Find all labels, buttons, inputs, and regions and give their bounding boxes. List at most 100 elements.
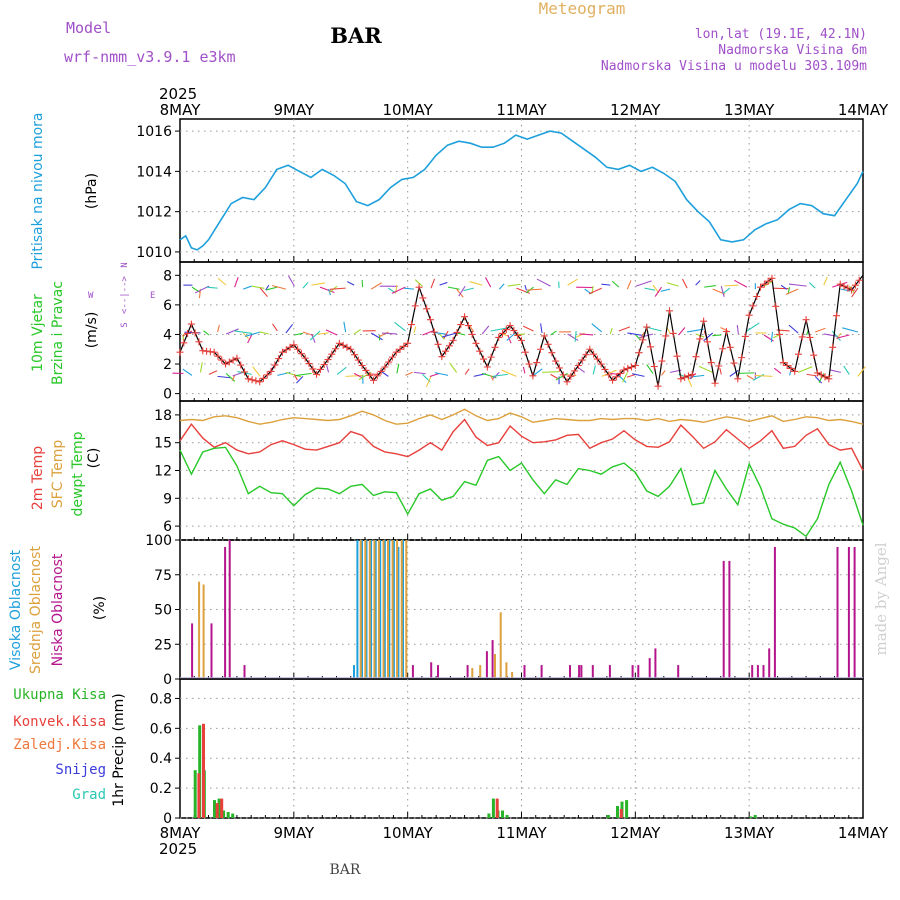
bar-total_precip xyxy=(213,800,216,818)
wind-speed-marker xyxy=(180,339,188,347)
wind-arrow xyxy=(345,374,364,377)
wind-speed-marker xyxy=(688,370,696,378)
cloud-title-mid: Srednja Oblacnost xyxy=(28,546,44,674)
wind-speed-marker xyxy=(696,335,704,343)
bar-low_cloud xyxy=(523,665,526,679)
wind-speed-marker xyxy=(305,360,313,368)
wind-speed-marker xyxy=(472,339,480,347)
wind-speed-marker xyxy=(757,283,765,291)
elevation: Nadmorska Visina 6m xyxy=(718,43,867,58)
wind-speed-marker xyxy=(817,371,825,379)
y-tick-label: 6 xyxy=(163,298,172,314)
wind-speed-marker xyxy=(237,361,245,369)
bar-high_cloud xyxy=(402,540,404,679)
wind-speed-marker xyxy=(703,338,711,346)
wind-speed-marker xyxy=(787,364,795,372)
wind-speed-marker xyxy=(669,329,677,337)
bar-low_cloud xyxy=(540,665,543,679)
wind-arrow xyxy=(780,284,788,290)
wind-arrow xyxy=(310,333,316,343)
wind-direction-arrows xyxy=(172,275,866,388)
wind-arrow xyxy=(678,327,686,336)
sfc-temp-line xyxy=(179,408,864,425)
wind-arrow xyxy=(396,363,400,374)
wind-arrow xyxy=(493,373,508,377)
bar-high_cloud xyxy=(365,540,368,679)
wind-speed-marker xyxy=(187,320,195,328)
wind-title-line2: Brzina i Pravac xyxy=(50,281,66,385)
wind-arrow xyxy=(265,284,270,291)
wind-arrow xyxy=(618,326,631,332)
wind-speed-marker xyxy=(836,280,844,288)
model-name: wrf-nmm_v3.9.1 e3km xyxy=(64,48,236,66)
bottom-date-tick-label: 9MAY xyxy=(273,824,315,842)
bar-total_precip xyxy=(616,806,619,818)
bar-high_cloud xyxy=(397,547,400,679)
wind-arrow xyxy=(797,366,813,373)
wind-speed-marker xyxy=(476,347,484,355)
wind-speed-marker xyxy=(358,362,366,370)
wind-arrow xyxy=(498,283,505,290)
wind-speed-marker xyxy=(639,336,647,344)
wind-arrow xyxy=(361,279,364,288)
wind-arrow xyxy=(626,280,632,290)
wind-speed-marker xyxy=(624,364,632,372)
cloud-title-low: Niska Oblacnost xyxy=(50,553,66,666)
wind-panel: 0 2 4 6 8 10m Vjetar Brzina i Pravac (m/s) N… xyxy=(30,261,866,403)
bar-total_precip xyxy=(226,812,230,818)
wind-speed-marker xyxy=(533,359,541,367)
wind-speed-marker xyxy=(388,353,396,361)
wind-arrow xyxy=(823,333,839,338)
wind-speed-marker xyxy=(218,356,226,364)
wind-arrow xyxy=(464,368,470,375)
wind-speed-marker xyxy=(335,339,343,347)
cloud-grid xyxy=(179,539,864,680)
wind-arrow xyxy=(370,282,382,290)
wind-arrow xyxy=(626,373,637,378)
wind-arrow xyxy=(550,330,557,336)
bar-low_cloud xyxy=(569,665,571,679)
wind-arrow xyxy=(326,365,330,373)
wind-arrow xyxy=(311,282,326,286)
wind-speed-marker xyxy=(464,322,472,330)
wind-speed-marker xyxy=(339,341,347,349)
wind-arrow xyxy=(217,324,220,333)
wind-speed-marker xyxy=(407,321,415,329)
y-tick-label: 0 xyxy=(163,387,172,403)
wind-arrow xyxy=(296,376,304,384)
wind-arrow xyxy=(666,282,679,287)
compass-north: N xyxy=(120,262,130,267)
wind-arrow xyxy=(579,333,594,336)
wind-speed-marker xyxy=(810,351,818,359)
wind-speed-marker xyxy=(328,350,336,358)
wind-arrow xyxy=(588,287,602,295)
wind-speed-line xyxy=(179,274,864,387)
wind-speed-marker xyxy=(347,345,355,353)
wind-speed-marker xyxy=(373,372,381,380)
wind-arrow xyxy=(353,328,362,335)
bar-low_cloud xyxy=(836,547,839,679)
wind-arrow xyxy=(851,287,859,298)
wind-speed-marker xyxy=(677,375,685,383)
wind-arrow xyxy=(242,285,252,290)
bar-low_cloud xyxy=(411,665,414,679)
precip-panel: 0 0.2 0.4 0.6 0.8 Ukupna Kisa Konvek.Kisa Za… xyxy=(13,678,864,827)
wind-speed-marker xyxy=(559,371,567,379)
bar-low_cloud xyxy=(591,665,594,679)
wind-speed-marker xyxy=(605,371,613,379)
wind-arrow xyxy=(541,371,559,373)
wind-speed-marker xyxy=(392,348,400,356)
wind-arrow xyxy=(266,286,278,291)
wind-speed-marker xyxy=(480,355,488,363)
wind-arrow xyxy=(681,278,688,289)
wind-arrow xyxy=(309,330,321,341)
wind-arrow xyxy=(485,277,492,288)
temp-title-2m: 2m Temp xyxy=(30,446,46,510)
wind-speed-marker xyxy=(241,368,249,376)
wind-arrow xyxy=(815,327,826,333)
wind-speed-marker xyxy=(385,358,393,366)
bottom-date-axis: 8MAY 9MAY 10MAY 11MAY 12MAY 13MAY 14MAY xyxy=(160,824,889,842)
wind-arrow xyxy=(644,287,656,291)
wind-speed-marker xyxy=(222,360,230,368)
wind-arrow xyxy=(353,372,363,379)
